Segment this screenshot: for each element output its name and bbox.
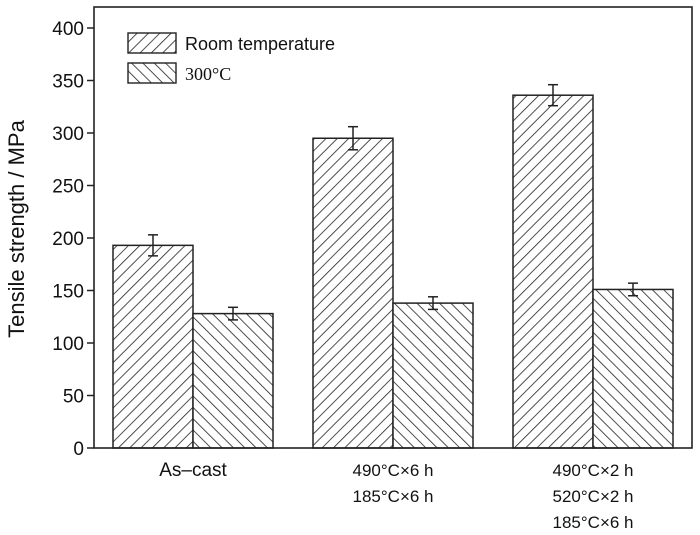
plot-frame [93, 6, 693, 449]
legend-swatch-300c [127, 62, 177, 84]
legend-swatch-room-temperature [127, 32, 177, 54]
x-category-label-1-line-1: As–cast [159, 460, 227, 481]
error-bar-room-temperature-1 [148, 234, 158, 257]
y-tick-label-400: 400 [52, 19, 84, 40]
bar-300c-2 [392, 302, 474, 449]
legend-label-300c: 300°C [185, 64, 231, 84]
y-tick-label-250: 250 [52, 177, 84, 198]
bar-300c-3 [592, 288, 674, 449]
error-bar-300c-1 [228, 306, 238, 321]
y-tick-label-100: 100 [52, 334, 84, 355]
bar-room-temperature-2 [312, 137, 394, 449]
error-bar-room-temperature-2 [348, 125, 358, 151]
y-tick-label-350: 350 [52, 72, 84, 93]
bars-layer [112, 94, 674, 449]
bar-300c-1 [192, 312, 274, 449]
x-category-label-3-line-3: 185°C×6 h [553, 513, 634, 532]
x-category-label-2-line-1: 490°C×6 h [353, 461, 434, 480]
y-tick-label-0: 0 [73, 439, 84, 460]
error-bars-layer [148, 83, 638, 321]
x-category-label-2-line-2: 185°C×6 h [353, 487, 434, 506]
error-bar-300c-2 [428, 296, 438, 311]
y-axis-label: Tensile strength / MPa [4, 119, 29, 337]
x-category-label-3-line-2: 520°C×2 h [553, 487, 634, 506]
y-tick-label-150: 150 [52, 282, 84, 303]
y-tick-label-50: 50 [63, 387, 84, 408]
legend: Room temperature 300°C [127, 32, 335, 84]
y-tick-label-200: 200 [52, 229, 84, 250]
x-category-label-3-line-1: 490°C×2 h [553, 461, 634, 480]
y-tick-label-300: 300 [52, 124, 84, 145]
error-bar-300c-3 [628, 282, 638, 297]
axes-layer: 0 50 100 150 200 250 300 350 400 As–cast 490°C×6 h… [52, 6, 693, 532]
legend-label-room-temperature: Room temperature [185, 34, 335, 54]
error-bar-room-temperature-3 [548, 83, 558, 107]
bar-room-temperature-1 [112, 244, 194, 449]
bar-room-temperature-3 [512, 94, 594, 449]
